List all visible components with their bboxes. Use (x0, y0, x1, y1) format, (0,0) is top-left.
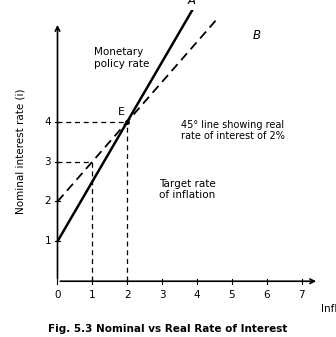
Text: 3: 3 (45, 157, 51, 166)
Text: Target rate
of inflation: Target rate of inflation (159, 179, 215, 200)
Text: Nominal interest rate (i): Nominal interest rate (i) (16, 89, 26, 214)
Text: 6: 6 (263, 290, 270, 300)
Text: 0: 0 (54, 290, 61, 300)
Text: Monetary
policy rate: Monetary policy rate (94, 47, 150, 69)
Text: A: A (188, 0, 196, 7)
Text: 7: 7 (298, 290, 305, 300)
Text: 1: 1 (89, 290, 96, 300)
Text: 2: 2 (124, 290, 130, 300)
Text: 45° line showing real
rate of interest of 2%: 45° line showing real rate of interest o… (181, 120, 285, 141)
Text: 3: 3 (159, 290, 165, 300)
Text: 4: 4 (45, 117, 51, 127)
Text: B: B (252, 29, 260, 42)
Text: Inflation rate (π): Inflation rate (π) (321, 303, 336, 313)
Text: 5: 5 (228, 290, 235, 300)
Text: 4: 4 (194, 290, 200, 300)
Text: E: E (117, 107, 124, 117)
Text: Fig. 5.3 Nominal vs Real Rate of Interest: Fig. 5.3 Nominal vs Real Rate of Interes… (48, 324, 288, 334)
Text: 1: 1 (45, 236, 51, 246)
Text: 2: 2 (45, 196, 51, 207)
